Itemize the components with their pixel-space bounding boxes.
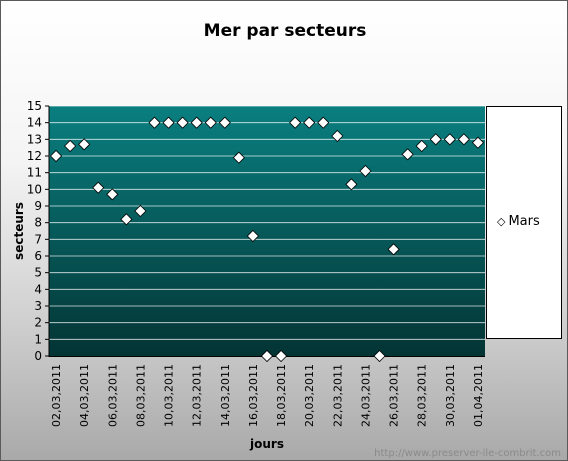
y-tick-label: 0 [34,349,42,363]
data-point [232,151,245,164]
data-point [303,116,316,129]
y-tick-label: 8 [34,216,42,230]
data-point [317,116,330,129]
x-tick-label: 28,03,2011 [416,364,429,427]
data-point [345,178,358,191]
diamond-marker-icon: ◇ [497,215,506,228]
data-point [274,349,288,363]
data-point [176,116,189,129]
x-axis-label: jours [249,437,284,451]
data-point [373,349,386,363]
y-tick-label: 2 [34,316,42,330]
y-tick-label: 7 [34,232,42,246]
x-tick-label: 20,03,2011 [303,364,316,427]
chart-title: Mer par secteurs [203,21,367,41]
data-point [246,229,260,243]
x-tick-label: 18,03,2011 [275,364,288,427]
data-point [148,116,161,129]
data-point [401,148,414,161]
data-point [457,133,470,146]
y-tick-label: 5 [34,266,42,280]
x-tick-label: 06,03,2011 [106,364,119,427]
data-point [49,149,63,163]
x-tick-label: 04,03,2011 [78,364,91,427]
y-tick-label: 9 [34,199,42,213]
data-point [204,116,217,129]
gridlines [49,105,485,340]
x-tick-label: 10,03,2011 [163,364,176,427]
x-tick-label: 12,03,2011 [191,364,204,427]
data-point [162,116,175,129]
data-point [92,181,105,194]
data-point [289,116,302,129]
data-point [190,116,203,129]
data-points [49,116,485,363]
data-point [331,129,344,143]
legend: ◇ Mars [486,106,562,339]
x-tick-label: 16,03,2011 [247,364,260,427]
data-point [471,136,485,149]
data-point [260,349,274,363]
x-tick-label: 24,03,2011 [359,364,372,427]
data-point [78,138,91,151]
data-point [387,243,400,256]
y-tick-label: 13 [27,132,42,146]
data-point [359,164,372,178]
x-tick-label: 22,03,2011 [331,364,344,427]
x-tick-label: 02,03,2011 [50,364,63,427]
y-tick-label: 4 [34,282,42,296]
y-tick-label: 10 [27,182,42,196]
watermark: http://www.preserver-ile-combrit.com [374,448,561,459]
data-point [64,139,77,153]
legend-entry-mars: ◇ Mars [497,214,540,229]
data-point [415,139,428,153]
data-point [429,133,442,146]
y-tick-label: 11 [27,166,42,180]
legend-label: Mars [508,214,540,229]
x-tick-labels: 02,03,2011 04,03,2011 06,03,2011 08,03,2011… [50,364,485,427]
y-tick-label: 1 [34,332,42,346]
data-point [120,213,133,226]
data-point [443,133,456,146]
y-axis-label: secteurs [12,202,26,260]
y-tick-label: 3 [34,299,42,313]
x-tick-label: 14,03,2011 [219,364,232,427]
y-tick-label: 6 [34,249,42,263]
plot-area [49,106,485,356]
y-tick-label: 14 [27,116,42,130]
x-tick-label: 26,03,2011 [388,364,401,427]
x-tick-label: 01,04,2011 [472,364,485,427]
data-point [218,116,231,129]
y-tick-label: 15 [27,99,42,113]
data-point [134,204,147,218]
data-point [106,188,119,201]
x-tick-label: 08,03,2011 [134,364,147,427]
y-tick-label: 12 [27,149,42,163]
x-tick-label: 30,03,2011 [444,364,457,427]
